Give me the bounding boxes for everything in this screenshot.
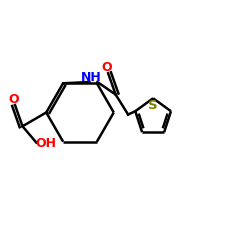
Text: OH: OH: [35, 137, 56, 150]
Text: NH: NH: [81, 71, 102, 84]
Text: S: S: [148, 98, 158, 112]
Text: O: O: [102, 61, 112, 74]
Text: O: O: [8, 93, 19, 106]
